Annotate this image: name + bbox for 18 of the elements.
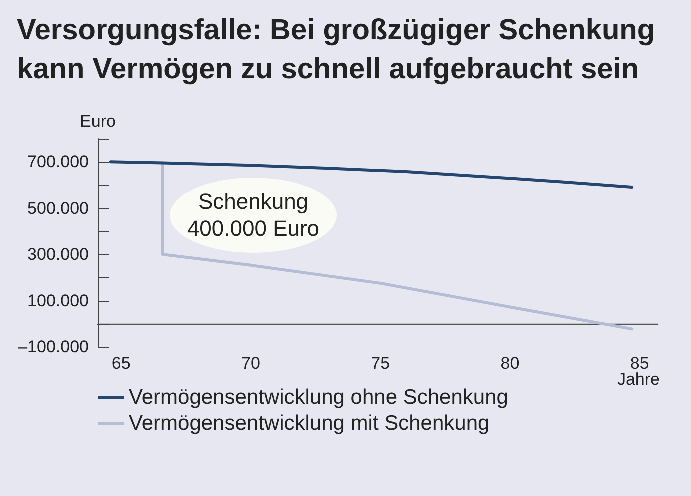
y-tick-label: 700.000 <box>28 152 89 172</box>
x-tick-label: 65 <box>112 354 131 373</box>
y-tick-label: –100.000 <box>18 338 89 356</box>
line-series <box>109 160 634 190</box>
y-tick-label: 500.000 <box>28 198 89 218</box>
y-tick-label: 100.000 <box>28 291 89 310</box>
annotation: Schenkung 400.000 Euro <box>186 188 321 242</box>
x-tick-label: 70 <box>242 354 260 373</box>
x-tick-label: 80 <box>500 354 520 373</box>
legend-label: Vermögensentwicklung mit Schenkung <box>129 412 490 435</box>
chart-title: Versorgungsfalle: Bei großzügiger Schenkung kann Vermögen zu schnell aufgebraucht sein <box>17 14 664 86</box>
y-tick-label: 300.000 <box>28 245 89 264</box>
x-tick-label: 75 <box>371 354 390 373</box>
legend-label: Vermögensentwicklung ohne Schenkung <box>129 386 508 409</box>
x-axis-title: Jahre <box>617 370 660 389</box>
line-series <box>161 162 634 331</box>
x-tick-label: 85 <box>630 354 650 373</box>
y-axis-title: Euro <box>80 112 116 131</box>
